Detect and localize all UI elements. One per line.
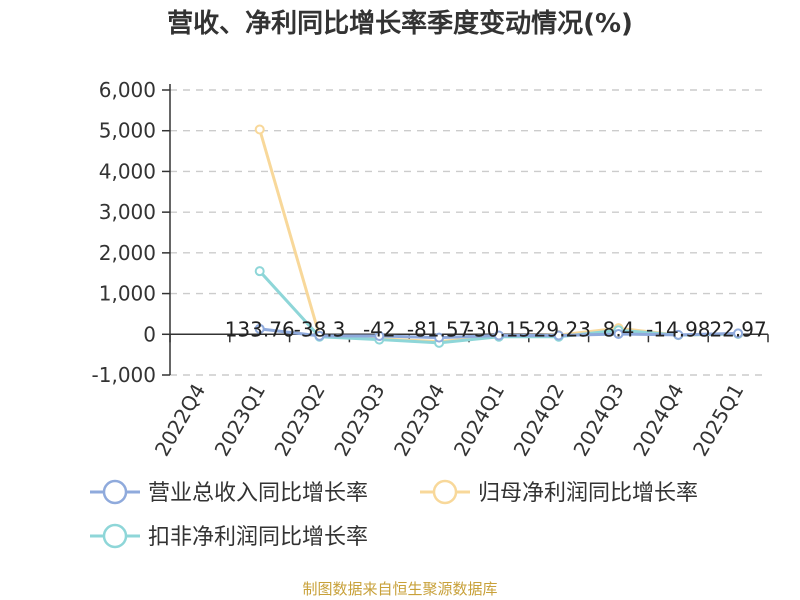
data-point: [553, 330, 564, 341]
data-label: 22.97: [709, 317, 766, 341]
data-point: [254, 266, 265, 277]
y-tick-label: 6,000: [99, 78, 156, 102]
y-tick-label: 5,000: [99, 119, 156, 143]
x-tick-label: 2022Q4: [150, 380, 210, 461]
data-label: 8.4: [603, 317, 635, 341]
data-point: [733, 328, 744, 339]
source-note: 制图数据来自恒生聚源数据库: [302, 580, 497, 598]
data-label: -30.15: [467, 317, 531, 341]
legend-marker-icon: [432, 479, 458, 505]
data-label: -14.98: [646, 317, 710, 341]
data-point: [493, 330, 504, 341]
legend-item[interactable]: 营业总收入同比增长率: [90, 479, 368, 506]
data-point: [434, 332, 445, 343]
series-line: [258, 129, 739, 344]
y-tick-label: 3,000: [99, 200, 156, 224]
x-tick-label: 2024Q2: [509, 380, 569, 461]
chart-title: 营收、净利同比增长率季度变动情况(%): [167, 8, 633, 39]
data-point: [254, 124, 265, 135]
x-tick-label: 2025Q1: [688, 380, 748, 461]
x-tick-label: 2023Q1: [210, 380, 270, 461]
x-tick-label: 2024Q4: [628, 380, 688, 461]
x-tick-label: 2023Q2: [269, 380, 329, 461]
legend-marker-icon: [102, 523, 128, 549]
legend-marker-icon: [102, 479, 128, 505]
x-tick-label: 2024Q1: [449, 380, 509, 461]
legend-item[interactable]: 归母净利润同比增长率: [420, 479, 698, 506]
grid: [170, 89, 768, 376]
data-labels: 133.76-38.3 -42 -81.57-30.15-29.23 8.4 -14.9…: [225, 317, 767, 341]
y-tick-label: 4,000: [99, 159, 156, 183]
data-label: -42: [363, 317, 396, 341]
data-label: -81.57: [407, 317, 471, 341]
x-tick-label: 2023Q3: [329, 380, 389, 461]
legend-label: 归母净利润同比增长率: [478, 481, 698, 506]
data-label: -38.3: [294, 317, 346, 341]
data-point: [673, 329, 684, 340]
y-tick-label: 2,000: [99, 241, 156, 265]
data-label: 133.76: [225, 317, 295, 341]
axes: 6,0005,0004,0003,0002,0001,0000-1,000202…: [92, 78, 769, 461]
legend-label: 营业总收入同比增长率: [148, 481, 368, 506]
data-point: [314, 330, 325, 341]
data-point: [613, 328, 624, 339]
x-tick-label: 2023Q4: [389, 379, 449, 460]
data-point: [254, 323, 265, 334]
y-tick-label: -1,000: [92, 363, 156, 387]
series-lines: [254, 124, 744, 348]
x-tick-label: 2024Q3: [568, 380, 628, 461]
data-label: -29.23: [526, 317, 590, 341]
data-point: [374, 330, 385, 341]
legend-label: 扣非净利润同比增长率: [148, 525, 368, 550]
legend-item[interactable]: 扣非净利润同比增长率: [90, 523, 368, 550]
y-tick-label: 0: [143, 322, 156, 346]
y-tick-label: 1,000: [99, 282, 156, 306]
